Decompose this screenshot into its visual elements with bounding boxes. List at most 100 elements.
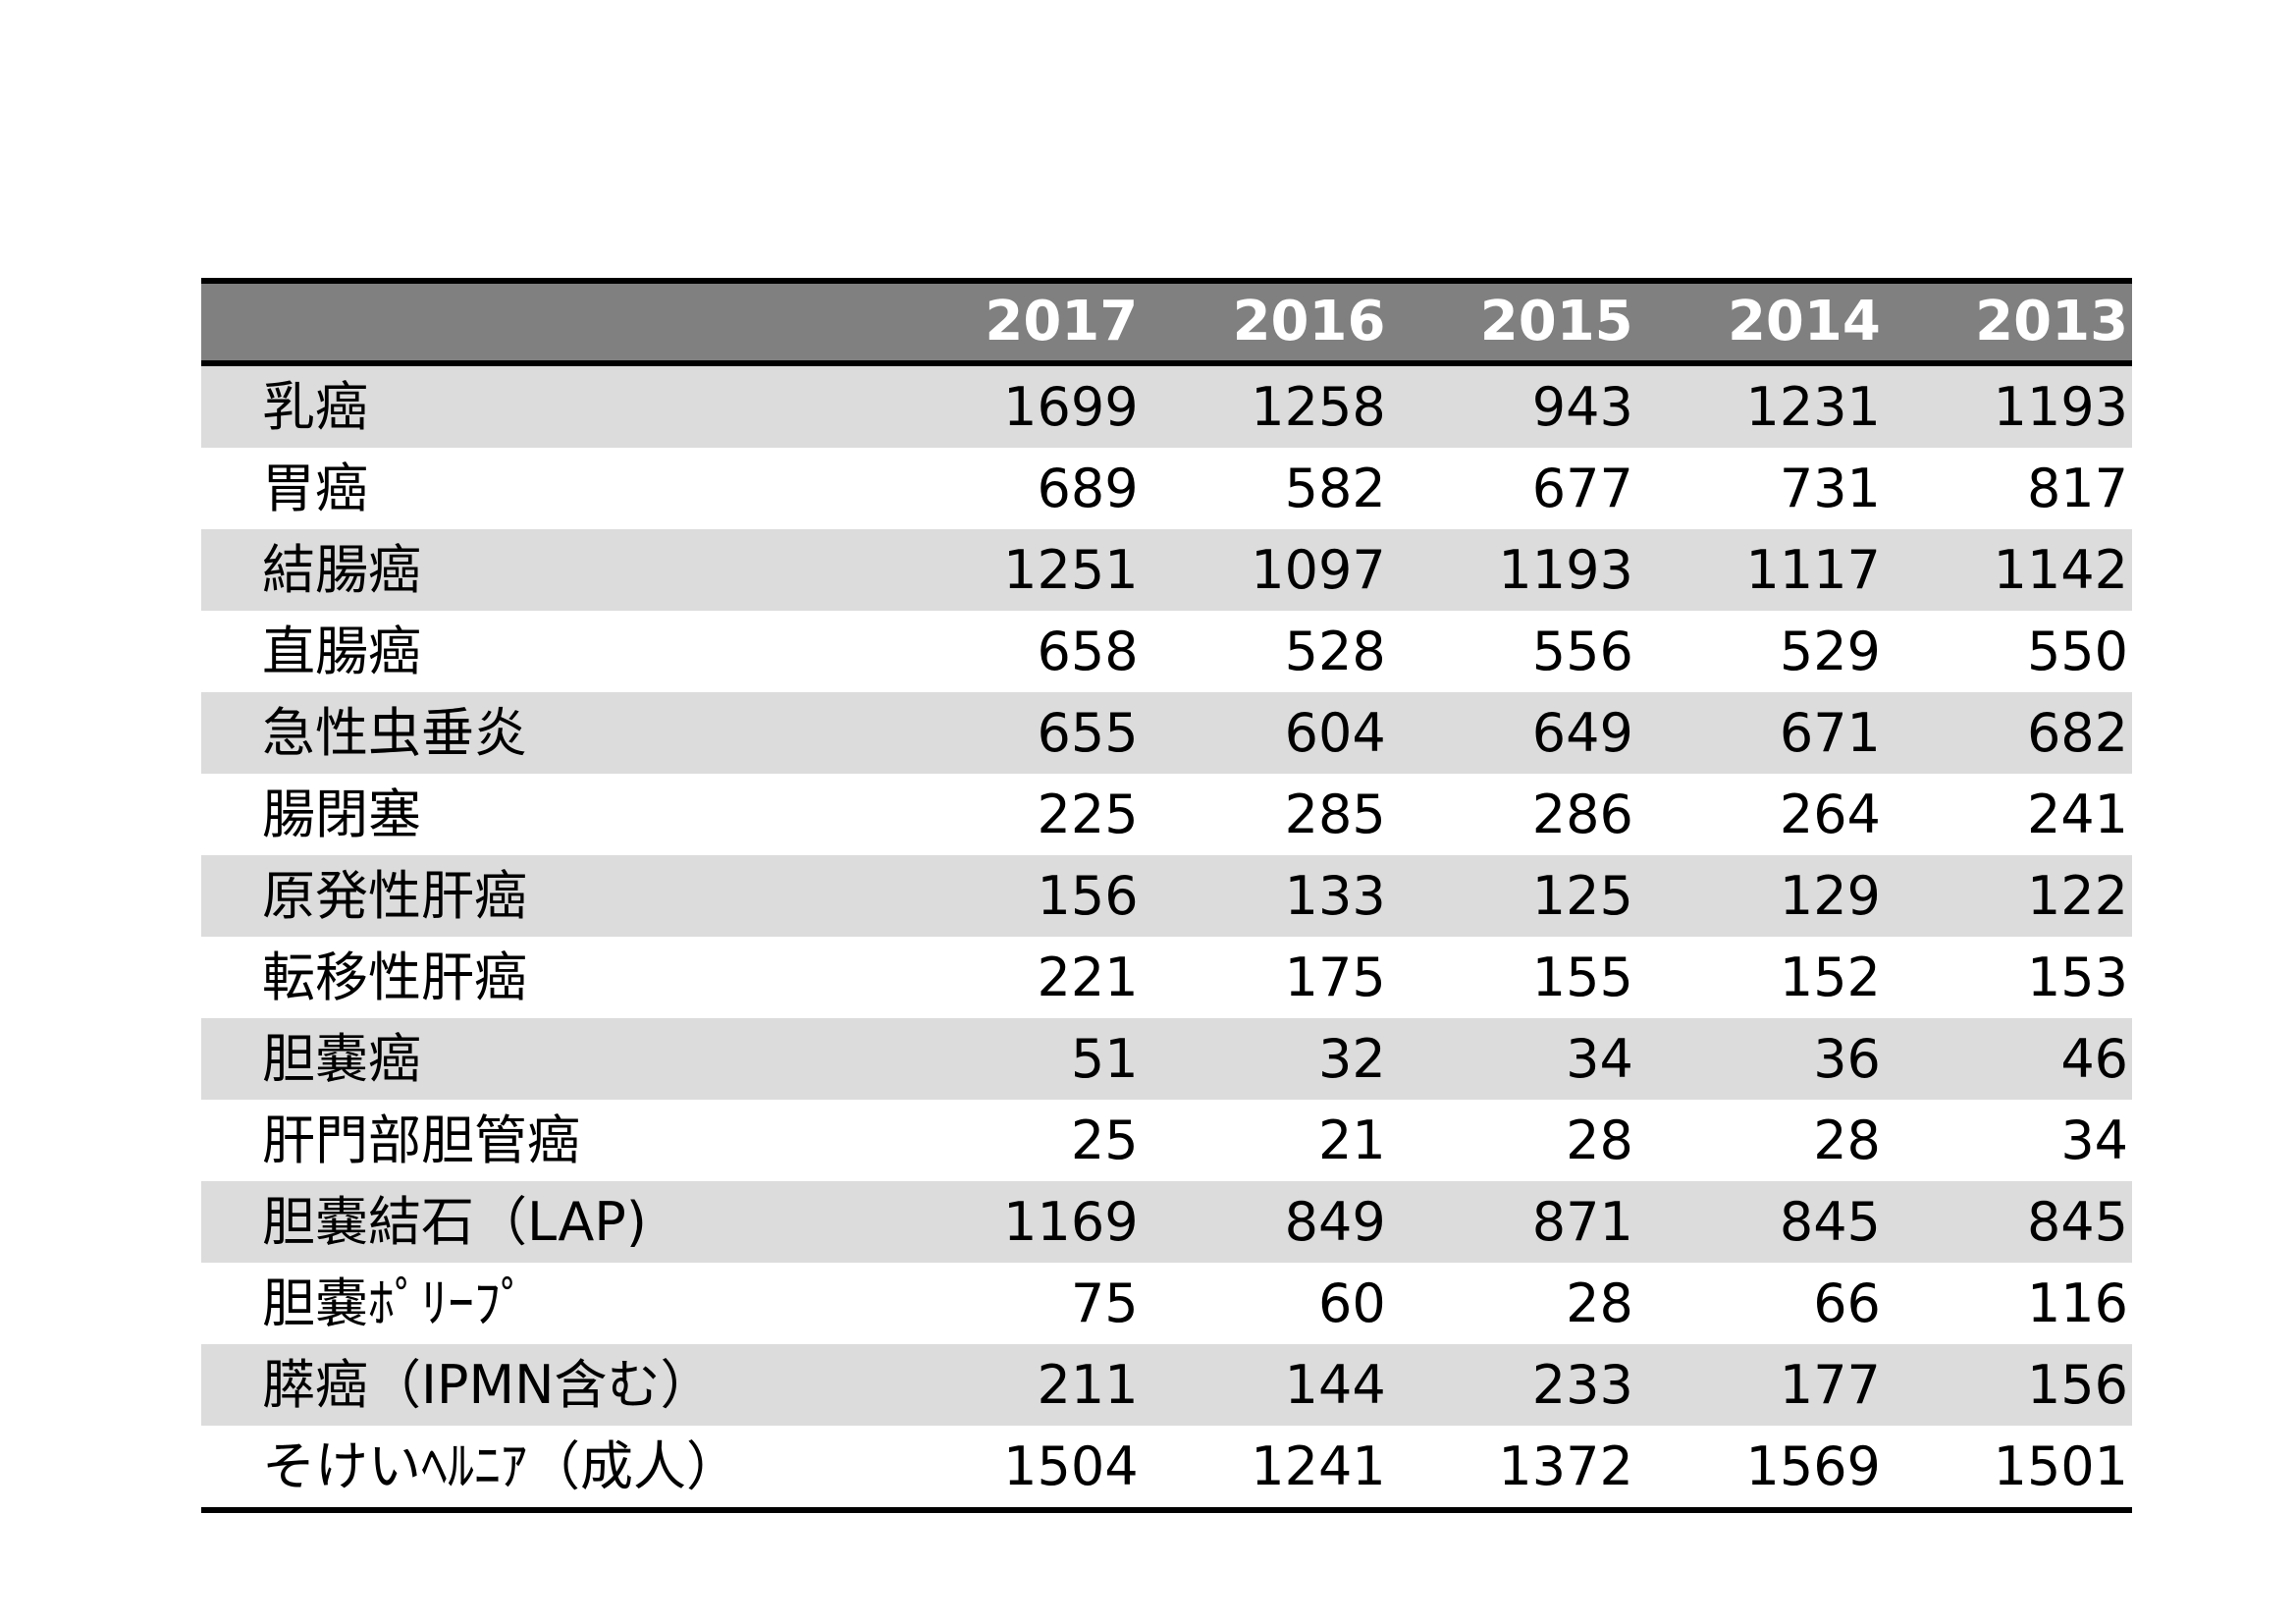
row-value-2014: 845 (1779, 1191, 1881, 1253)
row-value-2015: 943 (1531, 376, 1633, 438)
row-value-2015: 28 (1566, 1109, 1633, 1171)
table-row: 膵癌（IPMN含む） 211 144 233 177 156 (201, 1344, 2132, 1426)
row-value-2016: 528 (1284, 621, 1386, 682)
row-value-2016: 133 (1284, 865, 1386, 927)
row-label: 胆嚢ﾎﾟﾘｰﾌﾟ (262, 1272, 527, 1334)
row-label: 転移性肝癌 (262, 947, 527, 1008)
row-value-2016: 32 (1317, 1028, 1386, 1090)
row-value-2013: 116 (2026, 1272, 2129, 1334)
header-year-2017: 2017 (985, 290, 1139, 353)
header-row: 2017 2016 2015 2014 2013 (201, 284, 2132, 366)
row-value-2015: 286 (1531, 784, 1633, 845)
row-label: 肝門部胆管癌 (262, 1109, 580, 1171)
row-label: 乳癌 (262, 376, 368, 438)
row-value-2016: 1097 (1251, 539, 1386, 601)
row-value-2014: 129 (1779, 865, 1881, 927)
row-value-2017: 658 (1037, 621, 1139, 682)
row-value-2016: 21 (1317, 1109, 1386, 1171)
table-row: 腸閉塞 225 285 286 264 241 (201, 774, 2132, 855)
row-value-2013: 156 (2026, 1354, 2129, 1416)
header-year-2014: 2014 (1727, 290, 1881, 353)
row-value-2013: 682 (2026, 702, 2129, 764)
row-label: 急性虫垂炎 (262, 702, 527, 764)
row-value-2013: 550 (2026, 621, 2129, 682)
table-row: 胆嚢ﾎﾟﾘｰﾌﾟ 75 60 28 66 116 (201, 1263, 2132, 1344)
table-row: 胆嚢結石（LAP) 1169 849 871 845 845 (201, 1181, 2132, 1263)
row-value-2013: 153 (2026, 947, 2129, 1008)
row-value-2016: 144 (1284, 1354, 1386, 1416)
row-value-2017: 221 (1037, 947, 1139, 1008)
top-rule (201, 278, 2132, 284)
row-value-2016: 175 (1284, 947, 1386, 1008)
row-value-2013: 1142 (1993, 539, 2129, 601)
row-value-2016: 60 (1317, 1272, 1386, 1334)
row-value-2015: 556 (1531, 621, 1633, 682)
row-label: 結腸癌 (262, 539, 421, 601)
table-row: 肝門部胆管癌 25 21 28 28 34 (201, 1100, 2132, 1181)
row-label: 胃癌 (262, 458, 368, 519)
row-value-2015: 233 (1531, 1354, 1633, 1416)
row-value-2014: 671 (1779, 702, 1881, 764)
row-value-2015: 1193 (1498, 539, 1633, 601)
table-row: 転移性肝癌 221 175 155 152 153 (201, 937, 2132, 1018)
table-row: 乳癌 1699 1258 943 1231 1193 (201, 366, 2132, 448)
row-value-2015: 28 (1566, 1272, 1633, 1334)
row-label: 直腸癌 (262, 621, 421, 682)
row-value-2014: 731 (1779, 458, 1881, 519)
row-value-2016: 1258 (1251, 376, 1386, 438)
table-row: 結腸癌 1251 1097 1193 1117 1142 (201, 529, 2132, 611)
row-value-2015: 871 (1531, 1191, 1633, 1253)
row-value-2014: 1231 (1745, 376, 1881, 438)
row-value-2014: 177 (1779, 1354, 1881, 1416)
row-value-2014: 66 (1813, 1272, 1881, 1334)
bottom-rule (201, 1507, 2132, 1513)
row-value-2015: 34 (1566, 1028, 1633, 1090)
row-value-2015: 1372 (1498, 1435, 1633, 1497)
row-value-2016: 1241 (1251, 1435, 1386, 1497)
row-value-2013: 34 (2060, 1109, 2129, 1171)
row-label: 胆嚢結石（LAP) (262, 1191, 647, 1253)
table-row: そけいﾍﾙﾆｱ（成人） 1504 1241 1372 1569 1501 (201, 1426, 2132, 1507)
row-value-2017: 51 (1070, 1028, 1139, 1090)
surgery-count-table: 2017 2016 2015 2014 2013 乳癌 1699 1258 943 12… (201, 278, 2132, 1513)
row-value-2014: 28 (1813, 1109, 1881, 1171)
row-value-2016: 285 (1284, 784, 1386, 845)
row-value-2013: 817 (2026, 458, 2129, 519)
row-value-2017: 1251 (1003, 539, 1139, 601)
row-value-2015: 649 (1531, 702, 1633, 764)
header-year-2013: 2013 (1975, 290, 2129, 353)
row-value-2017: 655 (1037, 702, 1139, 764)
table-row: 胆嚢癌 51 32 34 36 46 (201, 1018, 2132, 1100)
row-value-2014: 1569 (1745, 1435, 1881, 1497)
row-label: 原発性肝癌 (262, 865, 527, 927)
row-label: そけいﾍﾙﾆｱ（成人） (262, 1435, 739, 1497)
row-value-2013: 1193 (1993, 376, 2129, 438)
table-row: 原発性肝癌 156 133 125 129 122 (201, 855, 2132, 937)
row-value-2014: 1117 (1745, 539, 1881, 601)
row-value-2015: 155 (1531, 947, 1633, 1008)
row-value-2017: 156 (1037, 865, 1139, 927)
row-value-2016: 582 (1284, 458, 1386, 519)
row-value-2013: 845 (2026, 1191, 2129, 1253)
header-year-2016: 2016 (1232, 290, 1386, 353)
row-value-2017: 1504 (1003, 1435, 1139, 1497)
table-row: 直腸癌 658 528 556 529 550 (201, 611, 2132, 692)
row-value-2013: 122 (2026, 865, 2129, 927)
header-year-2015: 2015 (1479, 290, 1633, 353)
row-value-2017: 1699 (1003, 376, 1139, 438)
row-value-2017: 1169 (1003, 1191, 1139, 1253)
row-value-2017: 689 (1037, 458, 1139, 519)
table-body: 乳癌 1699 1258 943 1231 1193 胃癌 689 582 677 731 817 結腸… (201, 366, 2132, 1507)
row-value-2015: 677 (1531, 458, 1633, 519)
row-value-2016: 604 (1284, 702, 1386, 764)
row-value-2016: 849 (1284, 1191, 1386, 1253)
table-row: 急性虫垂炎 655 604 649 671 682 (201, 692, 2132, 774)
row-value-2014: 152 (1779, 947, 1881, 1008)
row-value-2015: 125 (1531, 865, 1633, 927)
row-label: 腸閉塞 (262, 784, 421, 845)
row-value-2013: 1501 (1993, 1435, 2129, 1497)
row-value-2017: 75 (1070, 1272, 1139, 1334)
row-label: 膵癌（IPMN含む） (262, 1354, 714, 1416)
row-label: 胆嚢癌 (262, 1028, 421, 1090)
row-value-2017: 211 (1037, 1354, 1139, 1416)
